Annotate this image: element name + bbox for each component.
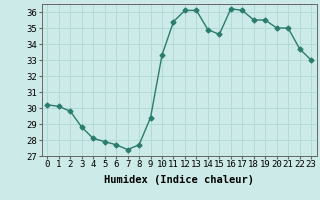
X-axis label: Humidex (Indice chaleur): Humidex (Indice chaleur) xyxy=(104,175,254,185)
